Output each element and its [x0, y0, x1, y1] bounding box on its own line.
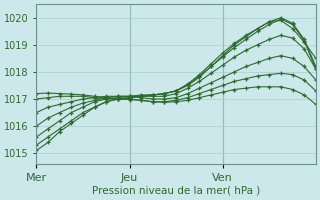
X-axis label: Pression niveau de la mer( hPa ): Pression niveau de la mer( hPa ): [92, 186, 260, 196]
